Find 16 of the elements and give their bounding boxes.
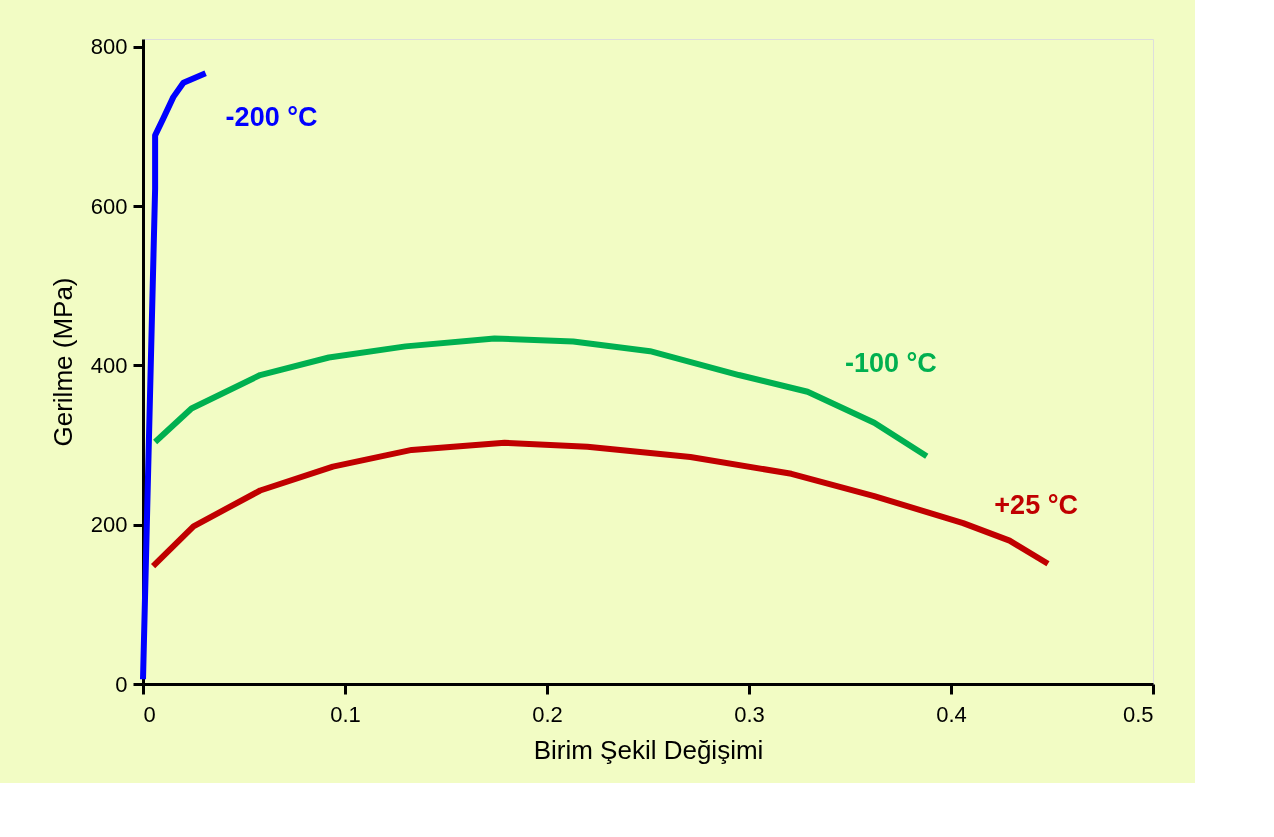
y-tick-label: 0 xyxy=(115,671,128,697)
y-tick-label: 800 xyxy=(90,34,128,60)
x-tick-label: 0.4 xyxy=(936,701,967,727)
x-tick-label: 0.5 xyxy=(1122,701,1154,727)
x-tick-label: 0.2 xyxy=(532,701,563,727)
y-tick-label: 600 xyxy=(90,193,128,219)
series-label: -200 °C xyxy=(225,102,318,133)
x-axis-title: Birim Şekil Değişimi xyxy=(533,734,764,765)
y-tick-label: 200 xyxy=(90,512,128,538)
y-tick-label: 400 xyxy=(90,352,128,378)
series-label: +25 °C xyxy=(994,489,1078,520)
series-label: -100 °C xyxy=(844,348,937,379)
x-tick-label: 0.1 xyxy=(330,701,361,727)
x-tick-label: 0 xyxy=(143,701,156,727)
y-axis-title: Gerilme (MPa) xyxy=(47,277,78,447)
x-tick-label: 0.3 xyxy=(734,701,765,727)
